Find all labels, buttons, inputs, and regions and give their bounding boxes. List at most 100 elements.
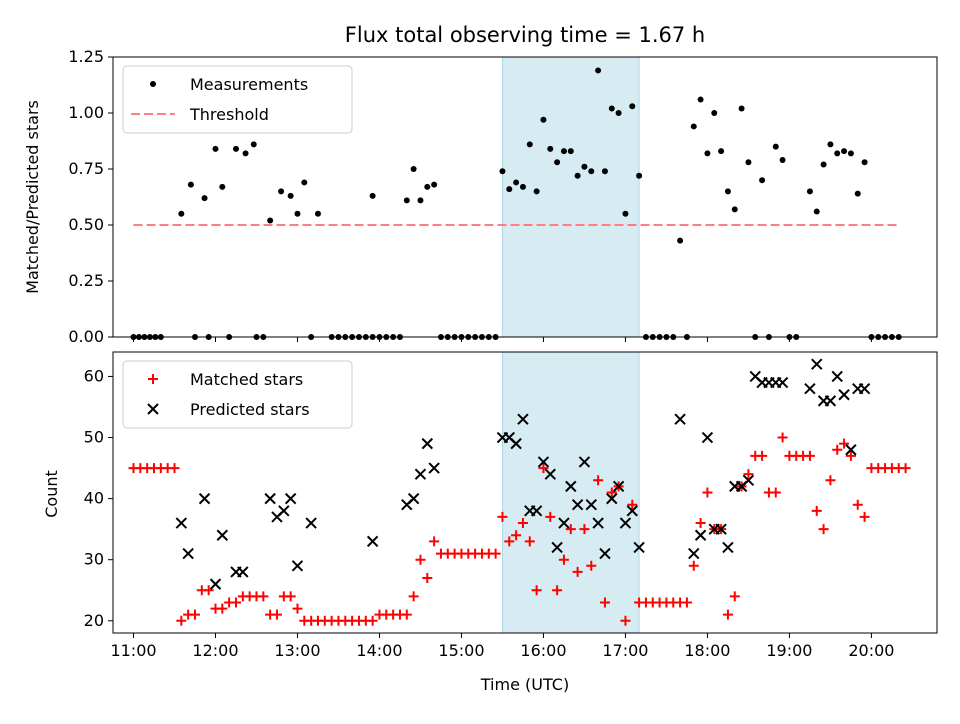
data-point	[540, 116, 547, 123]
data-point	[565, 480, 577, 493]
data-point	[824, 395, 837, 407]
data-point	[627, 499, 638, 510]
data-point	[178, 210, 185, 217]
x-tick-label: 15:00	[438, 641, 484, 660]
data-point	[216, 529, 229, 541]
data-point	[538, 463, 549, 474]
data-point	[511, 530, 522, 541]
data-point	[677, 237, 684, 244]
data-point	[586, 560, 597, 571]
data-point	[551, 541, 563, 554]
data-point	[209, 578, 222, 590]
bottom-panel: 20 30 40 50 60 11:00 12:00 13:00 14:00 15:00 16:00…	[84, 351, 938, 660]
bottom-axes-frame	[112, 351, 938, 634]
data-point	[601, 168, 608, 175]
data-point	[724, 188, 731, 195]
data-point	[287, 192, 294, 199]
data-point	[718, 148, 725, 155]
data-point	[854, 190, 861, 197]
data-point	[510, 437, 522, 450]
bottom-shaded-region	[501, 351, 640, 634]
data-point	[517, 413, 529, 425]
data-point	[544, 468, 556, 480]
data-point	[674, 413, 686, 425]
data-point	[504, 536, 515, 547]
data-point	[729, 591, 740, 602]
data-point	[743, 469, 754, 480]
data-point	[182, 547, 194, 560]
data-point	[595, 67, 602, 74]
data-point	[429, 536, 440, 547]
data-point	[593, 475, 604, 486]
top-shaded-region	[501, 56, 640, 338]
data-point	[759, 177, 766, 184]
data-point	[834, 150, 841, 157]
data-point	[278, 188, 285, 195]
data-point	[599, 597, 610, 608]
data-point	[519, 183, 526, 190]
data-point	[560, 148, 567, 155]
bottom-y-axis-label: Count	[42, 470, 61, 518]
data-point	[688, 547, 700, 560]
data-point	[572, 566, 583, 577]
bottom-series-matched-stars	[128, 432, 911, 626]
x-tick-label: 11:00	[110, 641, 156, 660]
y-tick-label: 60	[84, 366, 104, 385]
data-point	[201, 195, 208, 202]
data-point	[499, 168, 506, 175]
data-point	[422, 573, 433, 584]
data-point	[811, 505, 822, 516]
data-point	[900, 463, 911, 474]
data-point	[841, 148, 848, 155]
y-tick-label: 50	[84, 428, 104, 447]
data-point	[695, 518, 706, 529]
data-point	[242, 150, 249, 157]
data-point	[622, 210, 629, 217]
data-point	[305, 517, 317, 529]
data-point	[578, 456, 591, 468]
legend-box	[122, 360, 353, 429]
data-point	[585, 499, 597, 511]
data-point	[574, 172, 581, 179]
data-point	[606, 487, 617, 498]
data-point	[408, 591, 419, 602]
y-tick-label: 1.00	[68, 103, 104, 122]
data-point	[742, 474, 755, 486]
data-point	[250, 141, 257, 148]
data-point	[777, 432, 788, 443]
data-point	[804, 450, 815, 461]
data-point	[681, 597, 692, 608]
data-point	[176, 615, 187, 626]
x-tick-label: 14:00	[356, 641, 402, 660]
legend-label: Matched stars	[190, 370, 303, 389]
data-point	[694, 529, 707, 541]
data-point	[813, 208, 820, 215]
data-point	[407, 492, 420, 505]
data-point	[524, 536, 535, 547]
data-point	[314, 210, 321, 217]
data-point	[219, 183, 226, 190]
data-point	[547, 145, 554, 152]
data-point	[701, 431, 714, 444]
data-point	[417, 197, 424, 204]
data-point	[629, 103, 636, 110]
data-point	[704, 150, 711, 157]
data-point	[847, 150, 854, 157]
legend-label: Predicted stars	[190, 400, 310, 419]
top-legend: Measurements Threshold	[122, 65, 353, 134]
data-point	[722, 609, 733, 620]
data-point	[497, 511, 508, 522]
data-point	[301, 179, 308, 186]
data-point	[636, 172, 643, 179]
data-point	[537, 456, 550, 468]
data-point	[757, 450, 768, 461]
data-point	[579, 524, 590, 535]
data-point	[414, 468, 427, 480]
data-point	[811, 358, 823, 370]
data-point	[711, 110, 718, 116]
data-point	[545, 511, 556, 522]
bottom-series-predicted-stars	[175, 358, 871, 590]
data-point	[567, 148, 574, 155]
data-point	[612, 480, 625, 493]
legend-marker	[148, 374, 158, 384]
